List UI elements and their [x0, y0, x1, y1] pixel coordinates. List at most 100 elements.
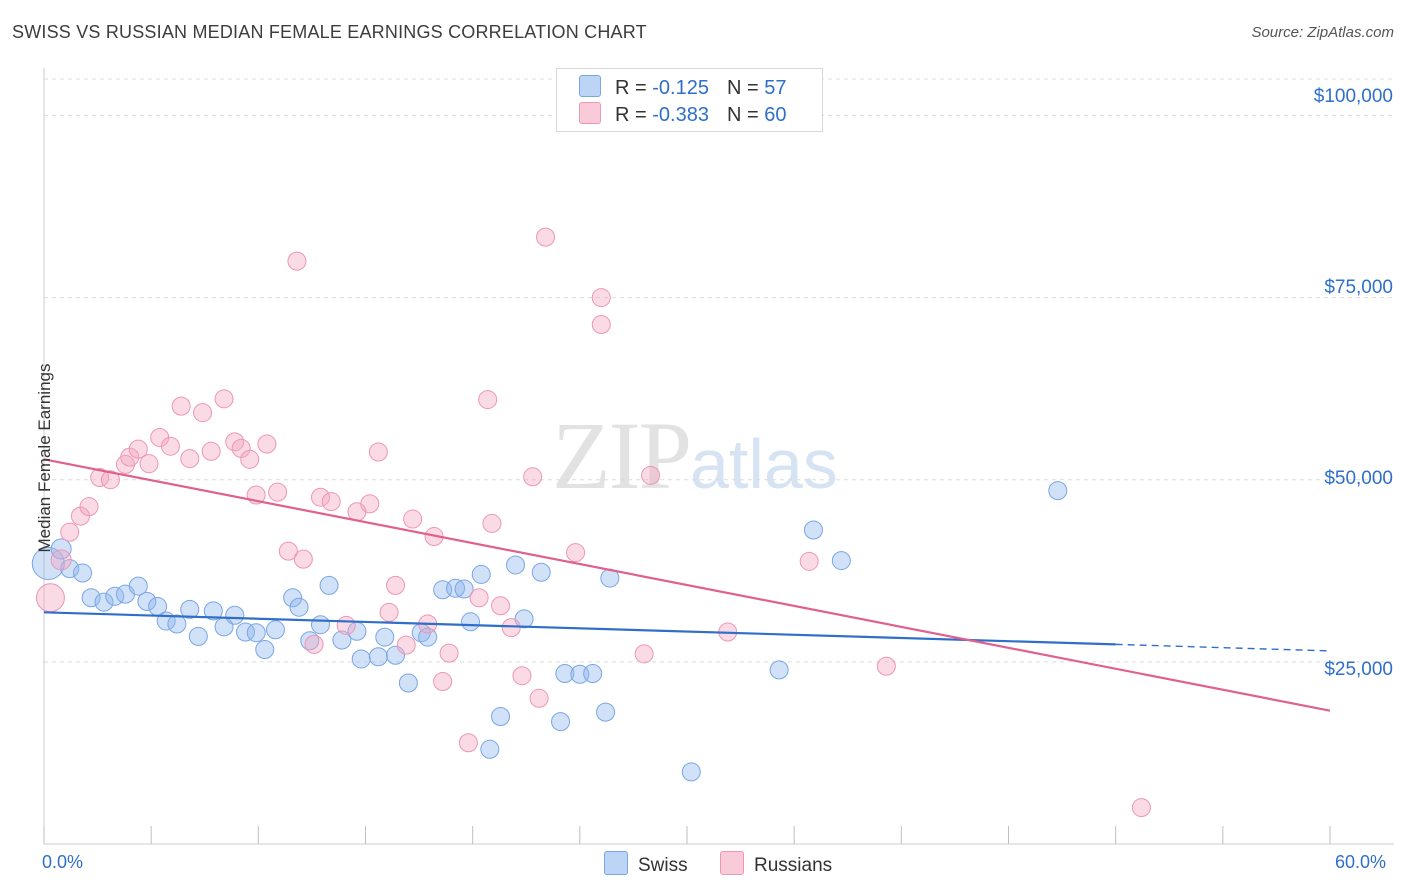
swiss-point	[583, 664, 603, 684]
swiss-point	[283, 588, 303, 608]
russians-point	[321, 492, 341, 512]
swiss-point	[506, 555, 526, 575]
russians-point	[368, 442, 388, 462]
russians-point	[512, 666, 532, 686]
swiss-point	[1048, 481, 1068, 501]
swiss-point	[310, 615, 330, 635]
x-tick-max: 60.0%	[1335, 852, 1387, 872]
russians-point	[257, 434, 277, 454]
swiss-point	[50, 538, 72, 560]
swiss-point	[491, 707, 511, 726]
swiss-point	[167, 614, 187, 634]
russians-trend-line	[43, 458, 1331, 712]
legend-swiss-n-label: N =	[726, 77, 765, 99]
russians-point	[433, 672, 453, 692]
swiss-point	[255, 639, 275, 659]
y-axis-label: Median Female Earnings	[35, 363, 54, 553]
watermark-atlas: atlas	[690, 425, 838, 503]
russians-point	[591, 288, 611, 308]
swiss-point	[81, 588, 101, 608]
russians-point	[50, 549, 72, 571]
bottom-legend-swiss: Swiss	[604, 851, 688, 877]
swiss-point	[31, 547, 65, 580]
y-tick-100000: $100,000	[1313, 86, 1393, 107]
swiss-legend-swatch-icon	[604, 851, 628, 875]
swiss-point	[418, 627, 438, 647]
russians-point	[100, 470, 120, 490]
legend-swiss-n-value: 57	[764, 77, 787, 99]
russians-point	[403, 509, 423, 529]
russians-point	[240, 449, 260, 469]
russians-point	[180, 449, 200, 469]
swiss-point	[351, 649, 371, 669]
swiss-point	[480, 739, 500, 759]
russians-point	[360, 494, 380, 514]
russians-point	[482, 513, 502, 533]
russians-point	[529, 688, 549, 708]
russians-point	[128, 439, 148, 459]
russians-point	[386, 575, 406, 595]
russians-point	[268, 482, 288, 502]
swiss-trend-line-extension	[1115, 643, 1331, 652]
legend-russians-n-value: 60	[764, 104, 787, 126]
y-tick-50000: $50,000	[1324, 468, 1393, 489]
russians-point	[310, 487, 330, 507]
russians-point	[278, 541, 298, 561]
russians-point	[35, 583, 65, 613]
russians-point	[501, 618, 521, 638]
russians-point	[591, 315, 611, 335]
russians-point	[1131, 798, 1151, 818]
legend-russians-r-label: R =	[615, 104, 653, 126]
y-tick-75000: $75,000	[1324, 277, 1393, 298]
russians-point	[379, 602, 399, 622]
russians-point	[439, 643, 459, 663]
legend-swiss-r-value: -0.125	[652, 77, 709, 99]
russians-point	[287, 251, 307, 271]
x-tick-min: 0.0%	[42, 852, 84, 872]
swiss-point	[137, 591, 157, 611]
bottom-legend-swiss-label: Swiss	[638, 855, 688, 876]
russians-point	[304, 634, 324, 654]
swiss-point	[94, 592, 114, 612]
legend-row-swiss: R = -0.125 N = 57	[579, 75, 786, 101]
watermark: ZIPatlas	[552, 400, 838, 511]
russians-point	[396, 635, 416, 655]
swiss-point	[246, 623, 266, 643]
russians-point	[336, 615, 356, 635]
swiss-point	[128, 576, 148, 596]
swiss-point	[375, 627, 395, 647]
russians-point	[523, 467, 543, 487]
swiss-point	[386, 645, 406, 665]
swiss-point	[831, 551, 851, 571]
russians-point	[171, 396, 191, 416]
russians-point	[458, 733, 478, 753]
swiss-point	[769, 660, 789, 680]
russians-point	[293, 549, 313, 569]
russians-point	[799, 551, 819, 571]
legend-russians-n-label: N =	[726, 104, 765, 126]
swiss-point	[180, 599, 200, 619]
swiss-point	[73, 563, 93, 583]
swiss-point	[203, 601, 223, 621]
swiss-point	[225, 605, 245, 625]
swiss-point	[596, 702, 616, 722]
swiss-point	[681, 762, 701, 782]
swiss-point	[319, 575, 339, 595]
legend-russians-r-value: -0.383	[652, 104, 709, 126]
swiss-point	[555, 664, 575, 684]
swiss-point	[368, 647, 388, 667]
russians-point	[214, 389, 234, 409]
chart-title: SWISS VS RUSSIAN MEDIAN FEMALE EARNINGS …	[12, 22, 647, 42]
swiss-point	[60, 559, 80, 579]
russians-point	[566, 543, 586, 563]
russians-point	[491, 596, 511, 616]
swiss-point	[188, 626, 208, 646]
swiss-point	[461, 612, 481, 632]
russians-point	[160, 436, 180, 456]
watermark-zip: ZIP	[552, 402, 692, 509]
russians-point	[193, 403, 213, 423]
legend-row-russians: R = -0.383 N = 60	[579, 102, 786, 128]
chart-source: Source: ZipAtlas.com	[1251, 24, 1394, 41]
russians-point	[876, 656, 896, 676]
